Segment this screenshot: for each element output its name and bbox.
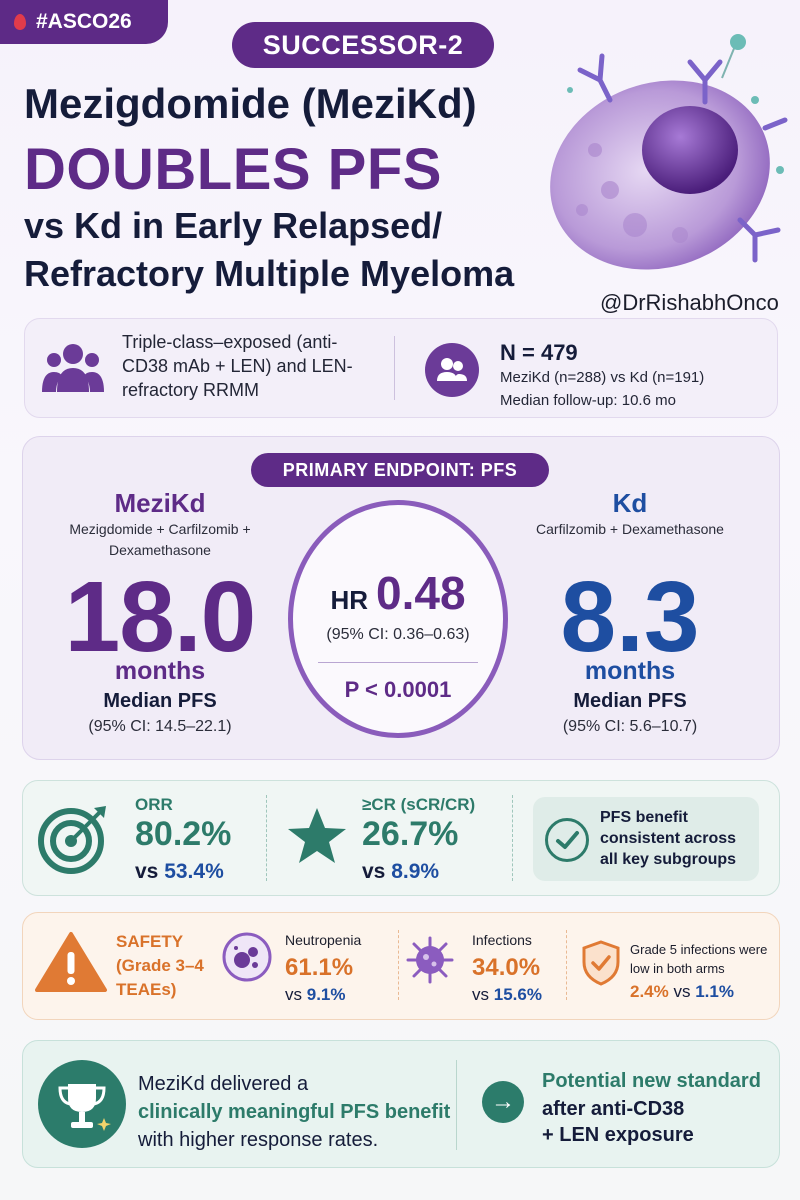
shield-check-icon xyxy=(582,940,620,986)
divider xyxy=(398,930,399,1000)
subgroup-consistency-text: PFS benefit consistent across all key su… xyxy=(600,809,737,868)
grade5-value: 2.4% xyxy=(630,982,669,1001)
infections-comparator-value: 15.6% xyxy=(493,985,542,1004)
arrow-right-icon: → xyxy=(482,1081,524,1123)
divider xyxy=(456,1060,457,1150)
infections-comparator: vs 15.6% xyxy=(472,985,542,1005)
hr-value: 0.48 xyxy=(376,567,466,619)
standard-line-1: Potential new standard xyxy=(542,1070,761,1092)
hashtag-text: #ASCO26 xyxy=(36,10,132,33)
left-arm-pfs-value: 18.0 xyxy=(64,561,257,673)
vs-prefix: vs xyxy=(285,985,302,1004)
right-arm-pfs-value: 8.3 xyxy=(560,561,700,673)
vs-prefix: vs xyxy=(673,982,691,1001)
right-arm-metric: Median PFS xyxy=(573,690,687,712)
sample-size: N = 479 xyxy=(500,340,578,365)
divider xyxy=(394,336,395,400)
arm-sizes: MeziKd (n=288) vs Kd (n=191) xyxy=(500,369,705,386)
conclusion-text: MeziKd delivered a clinically meaningful… xyxy=(138,1070,458,1154)
hr-ci: (95% CI: 0.36–0.63) xyxy=(326,626,470,643)
star-icon xyxy=(288,808,346,863)
infections-value: 34.0% xyxy=(472,954,541,981)
right-arm-unit: months xyxy=(584,657,676,685)
neutropenia-label: Neutropenia xyxy=(285,932,362,948)
neutropenia-value: 61.1% xyxy=(285,954,354,981)
right-arm-description: Carfilzomib + Dexamethasone xyxy=(536,521,724,537)
safety-label: SAFETY (Grade 3–4 TEAEs) xyxy=(116,932,204,999)
check-circle-icon xyxy=(545,818,589,862)
orr-value: 80.2% xyxy=(135,815,232,853)
neutropenia-comparator: vs 9.1% xyxy=(285,985,345,1005)
neutropenia-comparator-value: 9.1% xyxy=(306,985,346,1004)
hashtag-badge: #ASCO26 xyxy=(0,0,168,44)
vs-prefix: vs xyxy=(472,985,489,1004)
cr-comparator: vs 8.9% xyxy=(362,860,439,884)
left-arm-name: MeziKd xyxy=(114,488,206,518)
orr-comparator: vs 53.4% xyxy=(135,860,224,884)
title-line-2: DOUBLES PFS xyxy=(24,137,442,202)
title-line-4: Refractory Multiple Myeloma xyxy=(24,253,515,294)
standard-line-3: + LEN exposure xyxy=(542,1124,694,1146)
conclusion-highlight: clinically meaningful PFS benefit xyxy=(138,1101,451,1123)
primary-endpoint-label: PRIMARY ENDPOINT: PFS xyxy=(251,453,549,487)
trophy-icon xyxy=(38,1060,126,1148)
population-description: Triple-class–exposed (anti-CD38 mAb + LE… xyxy=(122,332,353,400)
target-icon xyxy=(38,806,106,874)
divider xyxy=(266,795,267,881)
trial-name-pill: SUCCESSOR-2 xyxy=(232,22,494,68)
follow-up: Median follow-up: 10.6 mo xyxy=(500,392,676,409)
left-arm-unit: months xyxy=(114,657,206,685)
left-arm-description: Mezigdomide + Carfilzomib + Dexamethason… xyxy=(69,521,251,558)
safety-card xyxy=(22,912,780,1020)
cr-comparator-value: 8.9% xyxy=(391,860,440,883)
left-arm-metric: Median PFS xyxy=(103,690,217,712)
orr-comparator-value: 53.4% xyxy=(164,860,224,883)
hr-label: HR xyxy=(330,585,369,615)
grade5-infections-text: Grade 5 infections were low in both arms xyxy=(630,942,768,976)
hazard-ratio: HR 0.48 xyxy=(300,566,496,620)
population-card xyxy=(24,318,778,418)
blood-drop-icon xyxy=(14,14,26,30)
divider xyxy=(318,662,478,663)
conclusion-card xyxy=(22,1040,780,1168)
divider xyxy=(566,930,567,1000)
warning-icon xyxy=(35,932,107,992)
right-arm-name: Kd xyxy=(612,488,648,518)
participants-icon-circle xyxy=(425,343,479,397)
virus-icon xyxy=(406,936,454,984)
myeloma-cell-illustration xyxy=(550,34,788,270)
title-line-3: vs Kd in Early Relapsed/ xyxy=(24,205,443,246)
standard-line-2: after anti-CD38 xyxy=(542,1098,685,1120)
cr-value: 26.7% xyxy=(362,815,459,853)
title-line-1: Mezigdomide (MeziKd) xyxy=(24,80,477,127)
orr-label: ORR xyxy=(135,795,173,814)
participants-icon xyxy=(437,358,467,381)
cr-label: ≥CR (sCR/CR) xyxy=(362,795,476,814)
right-arm-ci: (95% CI: 5.6–10.7) xyxy=(562,718,698,735)
author-handle: @DrRishabhOnco xyxy=(600,290,779,315)
grade5-infections-values: 2.4% vs 1.1% xyxy=(630,982,734,1002)
vs-prefix: vs xyxy=(362,860,386,883)
conclusion-text-before: MeziKd delivered a xyxy=(138,1073,309,1095)
conclusion-text-after: with higher response rates. xyxy=(138,1129,379,1151)
p-value: P < 0.0001 xyxy=(344,677,452,702)
infections-label: Infections xyxy=(472,932,532,948)
neutrophil-icon xyxy=(222,932,272,982)
grade5-comparator-value: 1.1% xyxy=(695,982,734,1001)
vs-prefix: vs xyxy=(135,860,159,883)
left-arm-ci: (95% CI: 14.5–22.1) xyxy=(88,718,232,735)
hazard-ratio-ring xyxy=(288,500,508,738)
divider xyxy=(512,795,513,881)
people-group-icon xyxy=(42,344,104,392)
